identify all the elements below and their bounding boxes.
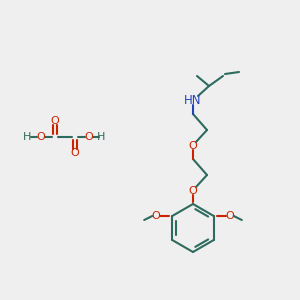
Text: H: H: [97, 132, 105, 142]
Text: O: O: [225, 211, 234, 221]
Text: O: O: [189, 186, 197, 196]
Text: O: O: [70, 148, 80, 158]
Text: O: O: [189, 141, 197, 151]
Text: O: O: [152, 211, 161, 221]
Text: O: O: [85, 132, 93, 142]
Text: O: O: [51, 116, 59, 126]
Text: HN: HN: [184, 94, 202, 106]
Text: O: O: [37, 132, 45, 142]
Text: H: H: [23, 132, 31, 142]
